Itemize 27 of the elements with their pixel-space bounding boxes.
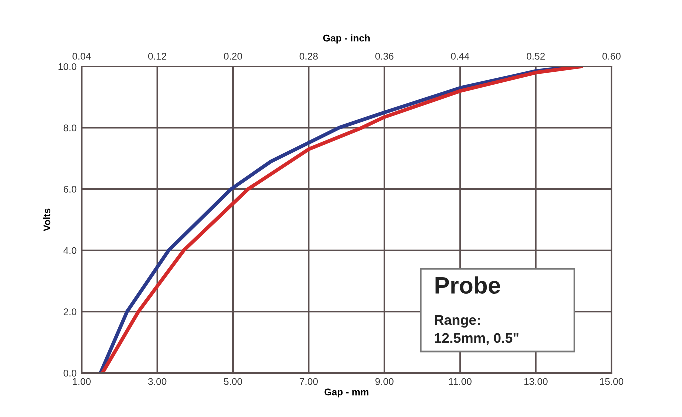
x-tick-label: 13.00: [524, 378, 548, 386]
x-tick-label: 7.00: [300, 378, 318, 386]
y-tick-label: 6.0: [64, 186, 77, 193]
x2-tick-label: 0.52: [526, 53, 546, 60]
y-tick-label: 10.0: [58, 63, 77, 70]
y-tick-label: 8.0: [64, 124, 77, 132]
x-tick-label: 9.00: [376, 378, 394, 386]
y-tick-label: 2.0: [64, 308, 77, 316]
y-axis-title: Volts: [43, 208, 51, 232]
x-tick-label: 3.00: [148, 378, 167, 386]
x2-tick-label: 0.36: [376, 53, 394, 60]
x-tick-label: 11.00: [449, 378, 472, 386]
x-tick-label: 1.00: [73, 378, 91, 386]
x-tick-label: 15.00: [600, 378, 624, 386]
y-tick-label: 4.0: [64, 247, 77, 254]
x2-tick-label: 0.20: [224, 53, 242, 60]
x2-tick-label: 0.28: [300, 53, 318, 60]
x2-tick-label: 0.04: [72, 53, 92, 60]
y-tick-label: 0.0: [64, 370, 77, 377]
x-axis-title: Gap - mm: [324, 388, 369, 398]
annotation: Range: 12.5mm, 0.5": [435, 315, 519, 346]
x2-axis-title: Gap - inch: [323, 34, 370, 44]
x2-tick-label: 0.60: [602, 53, 621, 60]
annotation: Probe: [436, 276, 500, 294]
x-tick-label: 5.00: [224, 378, 242, 386]
x2-tick-label: 0.12: [148, 53, 167, 60]
x2-tick-label: 0.44: [451, 53, 470, 60]
